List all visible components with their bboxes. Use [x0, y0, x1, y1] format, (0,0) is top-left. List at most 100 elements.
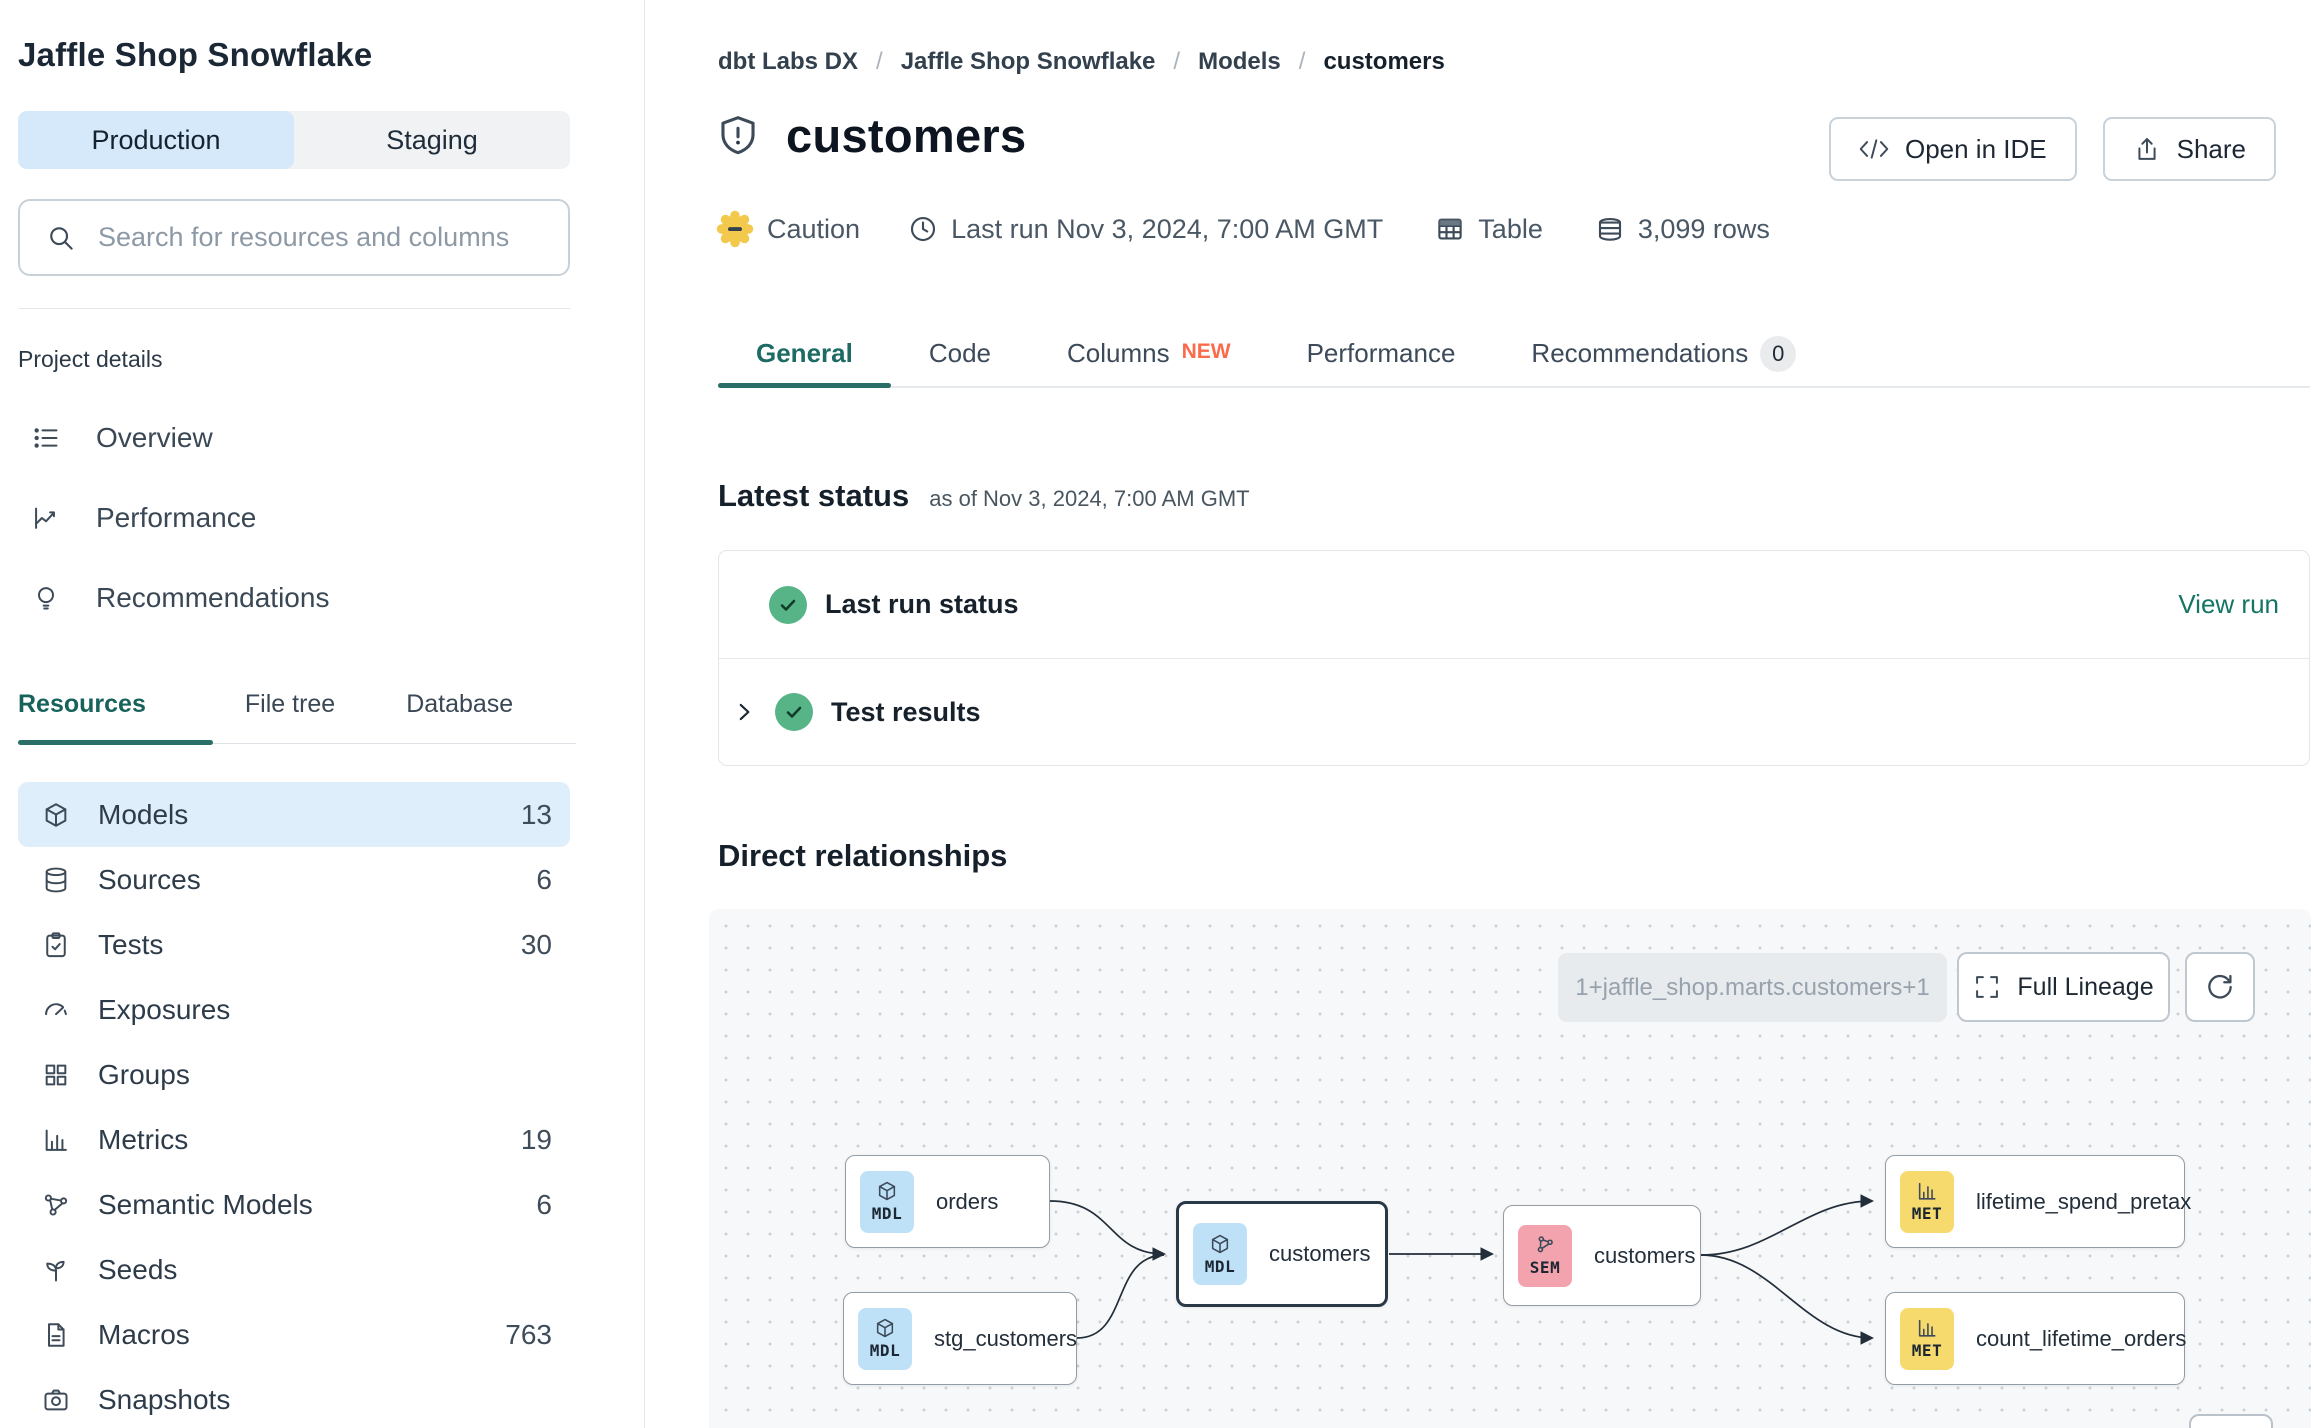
section-title: Direct relationships: [718, 838, 1008, 873]
sidebar-item-label: Models: [98, 798, 189, 830]
health-badge[interactable]: Caution: [716, 210, 860, 248]
cube-icon: [876, 1318, 894, 1338]
node-label: customers: [1594, 1242, 1696, 1268]
model-meta-row: Caution Last run Nov 3, 2024, 7:00 AM GM…: [716, 203, 1770, 255]
sidebar-item-models[interactable]: Models 13: [18, 782, 570, 847]
sidebar-item-label: Exposures: [98, 993, 231, 1025]
camera-icon: [42, 1386, 70, 1414]
share-icon: [2133, 134, 2161, 164]
metric-badge: MET: [1900, 1307, 1954, 1370]
lineage-zoom-control-partial[interactable]: [2189, 1414, 2273, 1428]
lineage-node-count-lifetime-orders[interactable]: MET count_lifetime_orders: [1885, 1292, 2187, 1385]
sidebar-item-macros[interactable]: Macros 763: [18, 1302, 570, 1367]
badge-label: MDL: [869, 1341, 901, 1360]
lineage-node-lifetime-spend-pretax[interactable]: MET lifetime_spend_pretax: [1885, 1155, 2191, 1248]
resource-count: 19: [520, 1123, 552, 1155]
breadcrumb-models[interactable]: Models: [1198, 48, 1281, 75]
sidebar-item-label: Groups: [98, 1058, 190, 1090]
sidebar-item-seeds[interactable]: Seeds: [18, 1237, 570, 1302]
health-badge-label: Caution: [767, 213, 861, 244]
refresh-lineage-button[interactable]: [2185, 952, 2255, 1022]
search-input[interactable]: [98, 222, 542, 253]
expand-chevron-icon[interactable]: [731, 699, 775, 725]
gauge-icon: [42, 996, 70, 1024]
badge-label: MET: [1911, 1341, 1943, 1360]
lightbulb-icon: [32, 584, 60, 612]
tab-label: Recommendations: [1531, 338, 1749, 368]
resource-count: 6: [536, 1188, 552, 1220]
new-badge: NEW: [1181, 340, 1231, 363]
semantic-model-badge: SEM: [1518, 1224, 1572, 1287]
bar-chart-icon: [42, 1126, 70, 1154]
sidebar-item-performance[interactable]: Performance: [18, 478, 570, 558]
node-label: customers: [1269, 1241, 1371, 1266]
breadcrumb-separator: /: [1298, 48, 1306, 75]
full-lineage-button[interactable]: Full Lineage: [1957, 952, 2170, 1022]
expand-corners-icon: [1973, 973, 2001, 1001]
cube-icon: [42, 801, 70, 829]
tab-performance[interactable]: Performance: [1269, 326, 1494, 386]
document-icon: [42, 1321, 70, 1349]
sidebar-item-snapshots[interactable]: Snapshots: [18, 1367, 570, 1428]
tab-general[interactable]: General: [718, 326, 891, 388]
clipboard-check-icon: [42, 931, 70, 959]
sidebar-item-label: Snapshots: [98, 1383, 231, 1415]
rows-icon: [1595, 214, 1625, 244]
section-title: Latest status: [718, 478, 910, 513]
sidebar-item-label: Seeds: [98, 1253, 178, 1285]
materialization-label: Table: [1478, 213, 1543, 244]
environment-toggle: Production Staging: [18, 111, 570, 169]
node-label: lifetime_spend_pretax: [1976, 1188, 2192, 1214]
env-production-button[interactable]: Production: [18, 111, 294, 169]
direct-relationships-heading: Direct relationships: [718, 838, 1007, 874]
tab-recommendations[interactable]: Recommendations 0: [1493, 326, 1834, 386]
lineage-node-customers-model[interactable]: MDL customers: [1176, 1201, 1388, 1307]
breadcrumb-account[interactable]: dbt Labs DX: [718, 48, 859, 75]
sidebar-item-groups[interactable]: Groups: [18, 1042, 570, 1107]
env-staging-button[interactable]: Staging: [386, 124, 478, 155]
model-badge: MDL: [858, 1307, 912, 1370]
section-as-of: as of Nov 3, 2024, 7:00 AM GMT: [929, 486, 1250, 511]
tab-file-tree[interactable]: File tree: [244, 690, 336, 718]
list-icon: [32, 424, 60, 452]
sidebar-item-semantic-models[interactable]: Semantic Models 6: [18, 1172, 570, 1237]
view-run-link[interactable]: View run: [2178, 589, 2279, 619]
sidebar-item-exposures[interactable]: Exposures: [18, 977, 570, 1042]
code-icon: [1859, 136, 1889, 162]
search-icon: [46, 223, 76, 253]
tab-columns[interactable]: Columns NEW: [1029, 326, 1269, 386]
clock-icon: [908, 214, 938, 244]
sidebar-item-recommendations[interactable]: Recommendations: [18, 558, 570, 638]
chart-line-icon: [32, 504, 60, 532]
lineage-node-stg-customers[interactable]: MDL stg_customers: [843, 1292, 1077, 1385]
recommendations-count-badge: 0: [1760, 336, 1797, 372]
sidebar-item-overview[interactable]: Overview: [18, 398, 570, 478]
breadcrumb-project[interactable]: Jaffle Shop Snowflake: [900, 48, 1156, 75]
model-tabs: General Code Columns NEW Performance Rec…: [718, 326, 2310, 388]
sidebar-item-sources[interactable]: Sources 6: [18, 847, 570, 912]
node-label: count_lifetime_orders: [1976, 1325, 2187, 1351]
sidebar-item-label: Performance: [96, 502, 257, 533]
sidebar-item-metrics[interactable]: Metrics 19: [18, 1107, 570, 1172]
breadcrumb: dbt Labs DX / Jaffle Shop Snowflake / Mo…: [718, 48, 1445, 76]
tab-code[interactable]: Code: [891, 326, 1029, 386]
open-in-ide-button[interactable]: Open in IDE: [1828, 117, 2077, 181]
tab-database[interactable]: Database: [406, 690, 514, 718]
project-title: Jaffle Shop Snowflake: [18, 36, 373, 73]
sidebar-item-label: Sources: [98, 863, 201, 895]
tab-label: Code: [928, 338, 991, 368]
lineage-graph[interactable]: 1+jaffle_shop.marts.customers+1 Full Lin…: [709, 909, 2311, 1428]
lineage-node-customers-semantic[interactable]: SEM customers: [1503, 1205, 1701, 1306]
lineage-node-orders[interactable]: MDL orders: [845, 1155, 1050, 1248]
sidebar-search[interactable]: [18, 199, 570, 276]
badge-label: MDL: [1204, 1256, 1236, 1276]
last-run-status-row: Last run status View run: [719, 551, 2309, 658]
full-lineage-label: Full Lineage: [2017, 972, 2154, 1001]
sidebar-item-tests[interactable]: Tests 30: [18, 912, 570, 977]
share-button[interactable]: Share: [2102, 117, 2276, 181]
tab-resources[interactable]: Resources: [18, 676, 213, 745]
sidebar-item-label: Recommendations: [96, 582, 330, 613]
page-title-row: customers: [716, 108, 1026, 163]
grid-icon: [42, 1061, 70, 1089]
project-nav: Overview Performance Recommendations: [18, 398, 570, 638]
